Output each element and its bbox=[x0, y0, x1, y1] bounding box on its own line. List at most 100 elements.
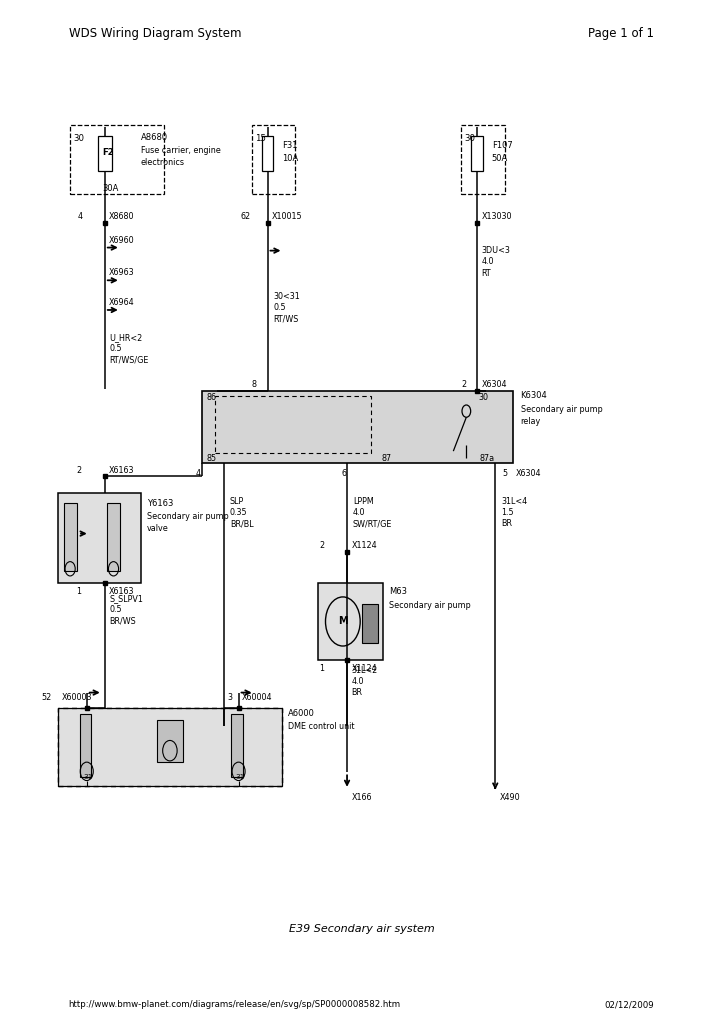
Text: X1124: X1124 bbox=[351, 664, 377, 672]
Text: F107: F107 bbox=[492, 141, 513, 149]
Text: 4: 4 bbox=[77, 213, 82, 221]
Text: 2: 2 bbox=[76, 466, 81, 475]
Text: BR/WS: BR/WS bbox=[109, 617, 136, 625]
Bar bbox=[70, 125, 164, 194]
Bar bbox=[461, 125, 505, 194]
Text: X1124: X1124 bbox=[351, 541, 377, 549]
Bar bbox=[252, 125, 295, 194]
Text: valve: valve bbox=[147, 525, 168, 533]
Bar bbox=[202, 391, 513, 463]
Bar bbox=[64, 503, 77, 571]
Text: 30<31: 30<31 bbox=[273, 293, 300, 301]
Text: 52: 52 bbox=[42, 694, 52, 702]
Text: 30: 30 bbox=[479, 394, 489, 402]
Text: F31: F31 bbox=[282, 141, 297, 149]
Text: 87a: 87a bbox=[479, 454, 495, 462]
Text: X6964: X6964 bbox=[109, 299, 134, 307]
Text: F2: F2 bbox=[103, 148, 114, 157]
Text: LPPM: LPPM bbox=[353, 497, 374, 505]
Text: X6963: X6963 bbox=[109, 268, 134, 276]
Bar bbox=[471, 136, 483, 171]
Text: X6163: X6163 bbox=[109, 466, 134, 475]
Text: WDS Wiring Diagram System: WDS Wiring Diagram System bbox=[69, 28, 241, 40]
Text: 6: 6 bbox=[341, 470, 346, 478]
Bar bbox=[215, 396, 371, 453]
Bar bbox=[58, 708, 282, 786]
Text: Page 1 of 1: Page 1 of 1 bbox=[589, 28, 654, 40]
Text: X8680: X8680 bbox=[109, 213, 134, 221]
Text: S_SLPV1: S_SLPV1 bbox=[109, 594, 143, 603]
Text: X6304: X6304 bbox=[516, 470, 542, 478]
Text: 31L<2: 31L<2 bbox=[351, 666, 377, 674]
Text: 62: 62 bbox=[240, 213, 250, 221]
Text: 50A: 50A bbox=[492, 154, 508, 163]
Text: 1.5: 1.5 bbox=[501, 508, 513, 517]
Text: 3: 3 bbox=[228, 694, 233, 702]
Text: A6000: A6000 bbox=[288, 709, 315, 717]
Text: RT/WS: RT/WS bbox=[273, 315, 299, 323]
Bar bbox=[58, 708, 282, 786]
Text: 31: 31 bbox=[235, 774, 244, 781]
Text: 10A: 10A bbox=[282, 154, 298, 163]
Text: RT: RT bbox=[482, 269, 491, 277]
Text: 4.0: 4.0 bbox=[353, 508, 365, 517]
Text: E39 Secondary air system: E39 Secondary air system bbox=[288, 924, 435, 934]
Text: X490: X490 bbox=[500, 794, 521, 802]
Text: M: M bbox=[338, 617, 348, 626]
Text: 4: 4 bbox=[195, 470, 200, 478]
Text: Y6163: Y6163 bbox=[147, 499, 173, 507]
Text: http://www.bmw-planet.com/diagrams/release/en/svg/sp/SP0000008582.htm: http://www.bmw-planet.com/diagrams/relea… bbox=[69, 1000, 401, 1009]
Text: electronics: electronics bbox=[141, 159, 185, 167]
Text: X6304: X6304 bbox=[482, 381, 507, 389]
Text: X60003: X60003 bbox=[61, 694, 92, 702]
Text: relay: relay bbox=[521, 417, 541, 426]
Text: 2: 2 bbox=[320, 541, 325, 549]
Text: 4.0: 4.0 bbox=[351, 677, 364, 685]
Text: 5: 5 bbox=[502, 470, 508, 478]
Text: X13030: X13030 bbox=[482, 213, 512, 221]
Bar bbox=[98, 136, 112, 171]
Text: Secondary air pump: Secondary air pump bbox=[521, 405, 602, 413]
Text: 30: 30 bbox=[465, 134, 476, 142]
Text: M63: M63 bbox=[389, 587, 407, 595]
Text: 30: 30 bbox=[74, 134, 85, 142]
Text: SLP: SLP bbox=[230, 497, 244, 505]
Bar bbox=[107, 503, 120, 571]
Text: 31: 31 bbox=[83, 774, 93, 781]
Text: K6304: K6304 bbox=[521, 392, 547, 400]
Text: RT/WS/GE: RT/WS/GE bbox=[109, 356, 148, 364]
Text: 87: 87 bbox=[381, 454, 391, 462]
Text: BR: BR bbox=[351, 688, 362, 697]
Text: 86: 86 bbox=[206, 394, 216, 402]
Text: 31L<4: 31L<4 bbox=[501, 497, 527, 505]
Text: 1: 1 bbox=[76, 587, 81, 595]
Bar bbox=[80, 714, 91, 777]
Text: 02/12/2009: 02/12/2009 bbox=[604, 1000, 654, 1009]
Text: Secondary air pump: Secondary air pump bbox=[389, 602, 471, 610]
Bar bbox=[58, 708, 282, 786]
Text: 4.0: 4.0 bbox=[482, 258, 494, 266]
Text: X60004: X60004 bbox=[242, 694, 273, 702]
Text: BR/BL: BR/BL bbox=[230, 520, 254, 528]
Text: 0.5: 0.5 bbox=[109, 606, 121, 614]
Text: X166: X166 bbox=[351, 794, 372, 802]
Text: BR: BR bbox=[501, 520, 512, 528]
Text: 30A: 30A bbox=[103, 184, 119, 192]
Bar bbox=[58, 493, 141, 583]
Text: SW/RT/GE: SW/RT/GE bbox=[353, 520, 392, 528]
Text: 0.5: 0.5 bbox=[273, 304, 286, 312]
Bar bbox=[157, 719, 183, 762]
Text: 1: 1 bbox=[320, 664, 325, 672]
Bar bbox=[318, 583, 383, 660]
Text: A8680: A8680 bbox=[141, 133, 168, 141]
Bar bbox=[231, 714, 243, 777]
Text: 8: 8 bbox=[252, 381, 257, 389]
Text: 3DU<3: 3DU<3 bbox=[482, 247, 510, 255]
Text: X6163: X6163 bbox=[109, 587, 134, 595]
Text: Fuse carrier, engine: Fuse carrier, engine bbox=[141, 146, 221, 154]
Bar bbox=[262, 136, 273, 171]
Bar bbox=[362, 604, 378, 643]
Text: 0.35: 0.35 bbox=[230, 508, 247, 517]
Text: X10015: X10015 bbox=[272, 213, 302, 221]
Text: 0.5: 0.5 bbox=[109, 345, 121, 353]
